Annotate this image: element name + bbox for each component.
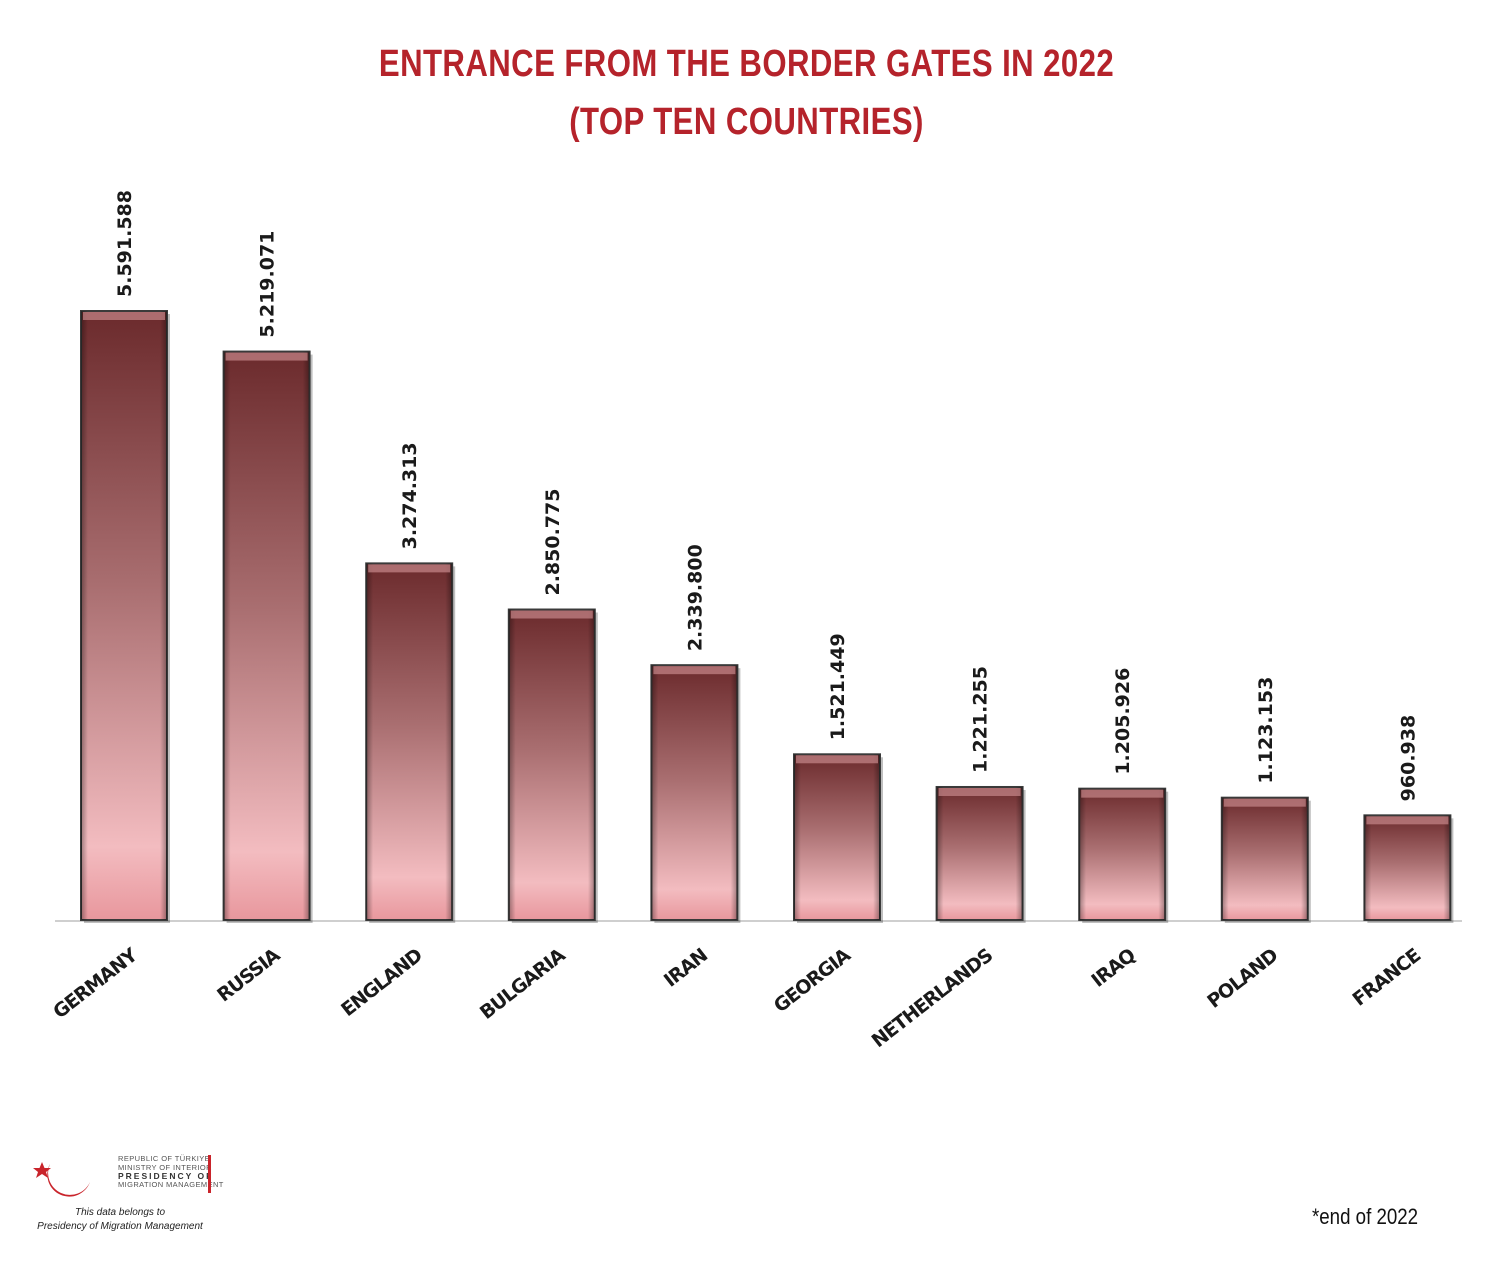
bar-top-bevel	[1081, 789, 1164, 798]
bar-top-bevel	[1366, 816, 1449, 825]
logo-text: REPUBLIC OF TÜRKIYE MINISTRY OF INTERIOR…	[118, 1154, 224, 1189]
bar-top-bevel	[83, 312, 165, 320]
category-label: GEORGIA	[770, 944, 855, 1017]
category-label: ENGLAND	[337, 944, 426, 1021]
chart-subtitle: (TOP TEN COUNTRIES)	[569, 101, 924, 143]
bar-top-bevel	[938, 787, 1021, 796]
bar-edge-shade	[794, 754, 880, 920]
category-label: RUSSIA	[213, 944, 285, 1007]
data-label: 1.205.926	[1112, 668, 1134, 775]
data-label: 1.123.153	[1255, 677, 1277, 784]
bar-top-bevel	[796, 755, 878, 764]
data-label: 1.521.449	[827, 633, 849, 740]
data-ownership-note: This data belongs to Presidency of Migra…	[30, 1206, 210, 1234]
bar-edge-shade	[366, 563, 453, 920]
data-label: 1.221.255	[970, 666, 992, 773]
data-label: 960.938	[1397, 715, 1419, 802]
bar-edge-shade	[81, 311, 167, 920]
bar-edge-shade	[1364, 815, 1451, 920]
bar-top-bevel	[225, 352, 308, 361]
logo: REPUBLIC OF TÜRKIYE MINISTRY OF INTERIOR…	[30, 1152, 250, 1242]
bar-edge-shade	[223, 351, 310, 921]
note-line-2: Presidency of Migration Management	[37, 1221, 203, 1232]
data-label: 3.274.313	[399, 442, 421, 549]
logo-line-republic: REPUBLIC OF TÜRKIYE	[118, 1154, 211, 1163]
bar-edge-shade	[1079, 788, 1166, 920]
bar-top-bevel	[1223, 798, 1306, 807]
bar-top-bevel	[510, 610, 593, 619]
category-label: FRANCE	[1349, 945, 1425, 1011]
category-label: IRAN	[660, 945, 712, 992]
logo-divider	[208, 1155, 211, 1193]
bar-top-bevel	[368, 564, 451, 573]
bar-edge-shade	[936, 786, 1023, 920]
chart-title: ENTRANCE FROM THE BORDER GATES IN 2022	[378, 43, 1115, 85]
category-label: IRAQ	[1087, 944, 1139, 992]
bar-edge-shade	[508, 609, 595, 920]
bar-edge-shade	[651, 665, 738, 920]
category-label: NETHERLANDS	[868, 944, 997, 1052]
category-label: POLAND	[1203, 944, 1282, 1012]
footnote: *end of 2022	[1312, 1204, 1419, 1229]
bar-chart: 5.591.588 GERMANY 5.219.071 RUSSIA 3.274.313…	[49, 190, 1462, 1052]
bar-top-bevel	[653, 666, 736, 675]
logo-line-migration: MIGRATION MANAGEMENT	[118, 1179, 224, 1189]
data-label: 5.219.071	[257, 231, 279, 338]
logo-line-presidency: PRESIDENCY OF	[118, 1171, 214, 1181]
data-label: 2.850.775	[542, 489, 564, 596]
data-label: 5.591.588	[114, 190, 136, 297]
data-label: 2.339.800	[684, 544, 706, 651]
category-label: GERMANY	[49, 944, 142, 1023]
category-label: BULGARIA	[476, 944, 570, 1024]
note-line-1: This data belongs to	[74, 1207, 166, 1218]
crescent-star-icon	[33, 1162, 90, 1197]
bar-edge-shade	[1221, 797, 1308, 920]
logo-line-ministry: MINISTRY OF INTERIOR	[118, 1162, 212, 1172]
